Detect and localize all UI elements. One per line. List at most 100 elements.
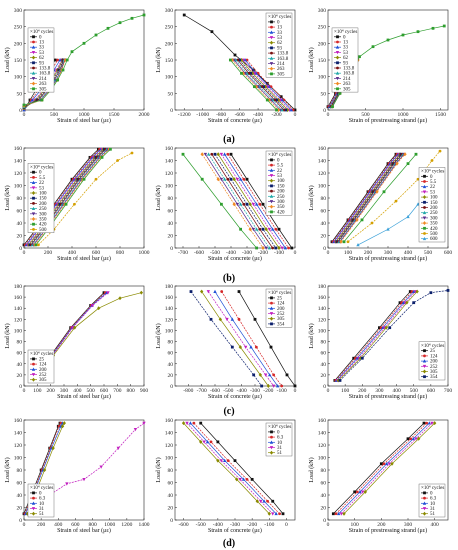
legend-box [27, 27, 55, 93]
data-point [82, 177, 86, 181]
legend-marker [269, 30, 274, 34]
legend-entry: 124 [430, 354, 438, 359]
y-tick-label: 100 [165, 184, 174, 190]
y-tick-label: 100 [165, 328, 174, 334]
data-point [271, 246, 274, 250]
series-line [339, 290, 449, 381]
legend-marker [335, 51, 340, 55]
y-tick-label: 120 [14, 443, 23, 449]
data-point [254, 84, 258, 89]
legend-entry: 133.8 [277, 52, 289, 57]
y-tick-label: 300 [318, 8, 327, 14]
data-point [258, 227, 262, 231]
legend-marker [270, 158, 273, 162]
legend-marker [31, 206, 36, 210]
legend-marker [31, 77, 36, 81]
data-point [285, 373, 289, 377]
legend-marker [269, 440, 274, 444]
legend-marker [32, 496, 35, 500]
y-tick-label: 40 [321, 493, 327, 499]
data-point [230, 317, 235, 321]
x-tick-label: 700 [444, 388, 453, 394]
data-point [275, 98, 278, 102]
legend-marker [32, 228, 35, 231]
data-point [200, 152, 204, 157]
data-point [266, 499, 269, 503]
legend-marker [422, 507, 427, 511]
x-tick-label: -100 [264, 522, 274, 528]
legend-entry: 305 [277, 72, 285, 77]
series-line [227, 154, 289, 249]
data-point [430, 421, 434, 425]
data-point [228, 58, 232, 62]
legend-marker [423, 180, 426, 183]
legend-entry: 250 [39, 207, 47, 212]
data-point [382, 190, 386, 194]
series-line [221, 154, 283, 249]
y-tick-label: 250 [165, 25, 174, 31]
x-tick-label: 400 [392, 388, 401, 394]
data-point [279, 95, 283, 99]
x-tick-label: 500 [410, 388, 419, 394]
data-point [378, 326, 381, 330]
data-point [235, 202, 240, 207]
data-point [239, 227, 242, 231]
x-tick-label: -1200 [178, 112, 191, 118]
y-tick-label: 180 [318, 284, 327, 290]
y-tick-label: 0 [170, 246, 173, 252]
data-point [387, 462, 392, 466]
data-point [181, 152, 185, 156]
data-point [118, 296, 122, 301]
x-tick-label: 600 [427, 388, 436, 394]
legend-entry: 350 [430, 222, 438, 227]
y-tick-label: 0 [19, 108, 22, 114]
legend-entry: 420 [39, 223, 47, 228]
data-point [250, 71, 255, 76]
legend-entry: 163.8 [343, 72, 355, 77]
legend-title: ×10⁴ cycles [421, 169, 444, 175]
y-tick-label: 140 [165, 431, 174, 437]
legend-title: ×10⁴ cycles [30, 485, 53, 491]
y-tick-label: 120 [165, 443, 174, 449]
x-tick-label: 200 [44, 250, 53, 256]
data-point [334, 512, 338, 516]
legend-entry: 500 [39, 228, 47, 233]
data-point [352, 356, 356, 360]
y-tick-label: 80 [17, 340, 23, 346]
legend-entry: 420 [430, 227, 438, 232]
y-tick-label: 300 [165, 8, 174, 14]
series-line [193, 422, 280, 514]
data-point [63, 58, 68, 62]
x-tick-label: -200 [247, 522, 257, 528]
x-axis-label: Strain of concrete (με) [208, 393, 262, 400]
data-point [267, 227, 272, 232]
legend-title: ×10⁴ cycles [30, 351, 53, 357]
data-point [382, 462, 386, 466]
x-axis-label: Strain of prestressing strand (με) [349, 255, 427, 262]
series-line [214, 154, 277, 249]
x-tick-label: 300 [60, 388, 69, 394]
data-point [266, 384, 271, 388]
legend-entry: 53 [277, 174, 283, 179]
legend-entry: 25 [39, 357, 45, 362]
legend-marker [32, 40, 35, 44]
legend-entry: 214 [343, 77, 351, 82]
data-point [386, 227, 390, 231]
data-point [72, 325, 77, 330]
legend-entry: 5.5 [39, 176, 46, 181]
data-point [70, 50, 74, 54]
legend-marker [269, 62, 274, 66]
y-tick-label: 140 [165, 306, 174, 312]
y-tick-label: 20 [168, 373, 174, 379]
legend-entry: 305 [277, 317, 285, 322]
x-tick-label: 1400 [139, 522, 150, 528]
series-line [208, 154, 270, 249]
y-tick-label: 80 [168, 196, 174, 202]
legend-marker [336, 40, 339, 44]
data-point [243, 345, 248, 349]
data-point [398, 301, 402, 305]
data-point [261, 227, 265, 231]
legend-title: ×10⁴ cycles [268, 152, 291, 158]
x-tick-label: -600 [194, 250, 204, 256]
y-tick-label: 300 [14, 8, 23, 14]
